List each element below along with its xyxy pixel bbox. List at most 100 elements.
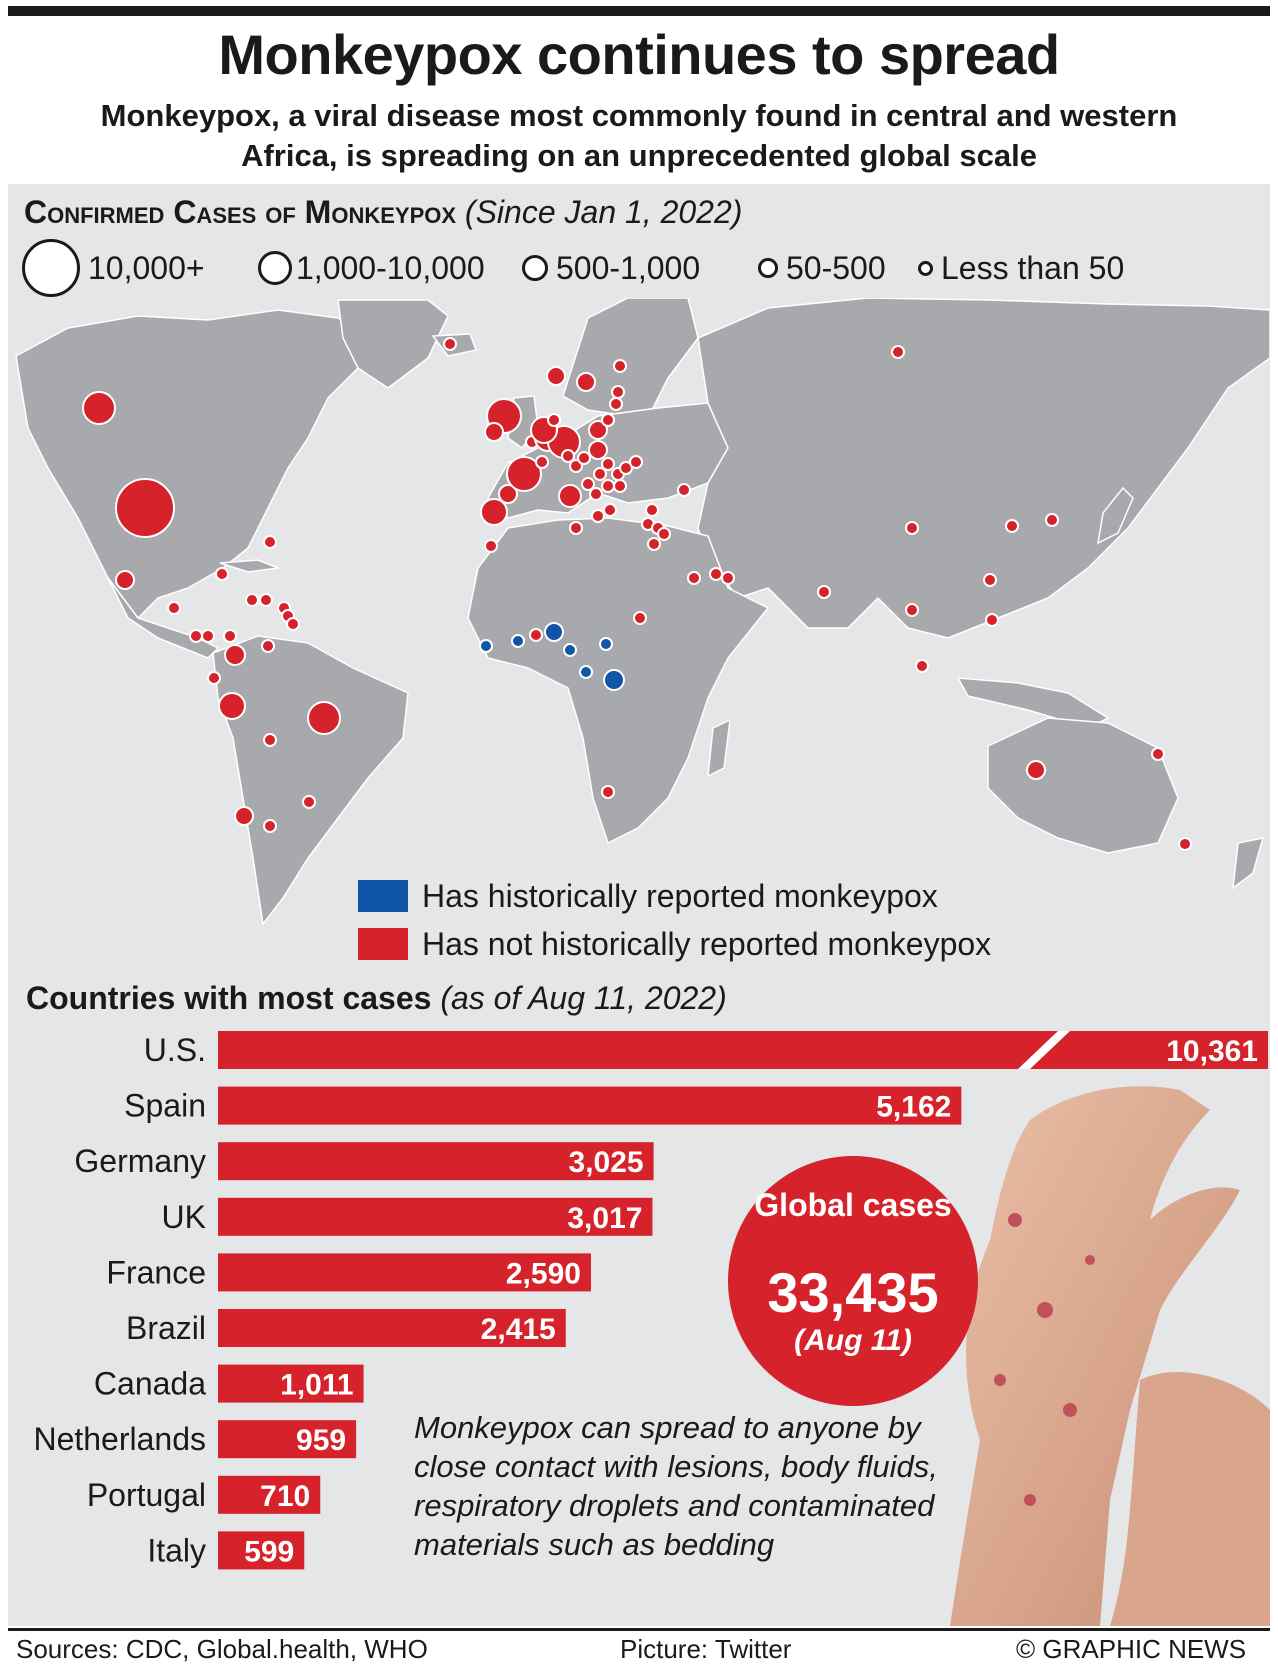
axis-break-mark [1018, 1031, 1070, 1069]
new-case-marker [480, 498, 508, 526]
bar-italy [218, 1531, 305, 1570]
greenland-shape [337, 299, 449, 389]
historical-case-marker [544, 622, 564, 642]
value-label: 959 [296, 1424, 346, 1457]
new-case-marker [609, 397, 623, 411]
sources-credit: Sources: CDC, Global.health, WHO [16, 1634, 428, 1664]
bar-netherlands [218, 1420, 357, 1459]
new-case-marker [905, 521, 919, 535]
new-case-marker [263, 819, 277, 833]
second-hand-shape [1110, 1371, 1270, 1626]
madagascar-shape [707, 718, 731, 778]
size-legend-item: 50-500 [758, 238, 886, 298]
lesion-mark [1008, 1213, 1022, 1227]
new-case-marker [629, 455, 643, 469]
lesion-mark [1037, 1302, 1053, 1318]
historical-case-marker [599, 637, 613, 651]
value-label: 710 [260, 1480, 310, 1513]
new-case-marker [263, 733, 277, 747]
swatch-red [358, 928, 408, 960]
color-legend: Has historically reported monkeypox Has … [358, 872, 991, 968]
size-legend-label: 10,000+ [88, 249, 205, 286]
new-case-marker [286, 617, 300, 631]
bar-portugal [218, 1475, 321, 1514]
size-legend-item: 10,000+ [22, 238, 205, 298]
map-heading-text: Confirmed Cases of Monkeypox [24, 194, 457, 230]
new-case-marker [498, 484, 518, 504]
new-case-marker [484, 539, 498, 553]
bar-france [218, 1253, 591, 1292]
value-label: 2,415 [481, 1313, 556, 1346]
new-case-marker [633, 611, 647, 625]
new-case-marker [677, 483, 691, 497]
category-label: Portugal [87, 1477, 206, 1513]
new-case-marker [189, 629, 203, 643]
new-case-marker [223, 629, 237, 643]
new-case-marker [601, 413, 615, 427]
new-case-marker [603, 503, 617, 517]
new-case-marker [891, 345, 905, 359]
new-case-marker [569, 459, 583, 473]
bar-chart: U.S. 10,361 Spain 5,162 Germany 3,025 UK 3,017 F… [33, 1031, 1268, 1570]
new-case-marker [589, 487, 603, 501]
new-case-marker [261, 639, 275, 653]
new-case-marker [613, 359, 627, 373]
new-case-marker [915, 659, 929, 673]
global-cases-badge: Global cases 33,435 (Aug 11) [728, 1156, 978, 1406]
new-case-marker [224, 644, 246, 666]
new-case-marker [215, 567, 229, 581]
value-label: 599 [244, 1535, 294, 1568]
new-case-marker [645, 503, 659, 517]
size-legend-label: 1,000-10,000 [296, 249, 485, 286]
historical-case-marker [579, 665, 593, 679]
bar-us [218, 1031, 1268, 1069]
new-case-marker [259, 593, 273, 607]
new-case-marker [535, 455, 549, 469]
circle-large-icon [258, 251, 292, 285]
historical-case-marker [479, 639, 493, 653]
category-label: Italy [147, 1532, 206, 1568]
global-cases-label: Global cases [754, 1187, 952, 1223]
bottom-rule [8, 1628, 1270, 1631]
category-label: U.S. [144, 1032, 206, 1068]
bar-chart-heading: Countries with most cases (as of Aug 11,… [26, 980, 727, 1017]
new-case-marker [657, 527, 671, 541]
map-heading-note: (Since Jan 1, 2022) [464, 194, 743, 230]
bar-germany [218, 1142, 654, 1181]
map-land [15, 298, 1270, 926]
new-case-marker [207, 671, 221, 685]
color-legend-label: Has historically reported monkeypox [422, 877, 938, 914]
new-case-marker [601, 457, 615, 471]
new-case-marker [591, 509, 605, 523]
size-legend-label: 500-1,000 [556, 249, 701, 286]
scandinavia-shape [562, 298, 699, 419]
infographic-subtitle: Monkeypox, a viral disease most commonly… [100, 98, 1178, 173]
new-case-marker [546, 366, 566, 386]
new-zealand-shape [1232, 837, 1265, 890]
new-case-marker [115, 570, 135, 590]
top-rule [8, 6, 1270, 16]
new-case-marker [307, 701, 341, 735]
world-map [15, 298, 1270, 926]
new-case-marker [561, 449, 575, 463]
color-legend-label: Has not historically reported monkeypox [422, 925, 992, 962]
new-case-marker [302, 795, 316, 809]
circle-small-icon [758, 258, 778, 278]
hand-lesions-photo [950, 1086, 1270, 1626]
new-case-marker [218, 692, 246, 720]
new-case-marker [687, 571, 701, 585]
global-cases-date: (Aug 11) [794, 1324, 912, 1357]
category-label: Canada [94, 1366, 206, 1402]
new-case-marker [601, 479, 615, 493]
new-case-marker [558, 484, 582, 508]
new-case-marker [817, 585, 831, 599]
size-legend-item: Less than 50 [918, 238, 1124, 298]
new-case-marker [576, 372, 596, 392]
global-cases-value: 33,435 [767, 1261, 939, 1324]
picture-credit: Picture: Twitter [620, 1634, 792, 1664]
new-case-marker [529, 628, 543, 642]
new-case-marker [721, 571, 735, 585]
circle-medium-icon [522, 255, 548, 281]
north-america-shape [15, 309, 369, 620]
publisher-credit: © GRAPHIC NEWS [1016, 1634, 1247, 1664]
